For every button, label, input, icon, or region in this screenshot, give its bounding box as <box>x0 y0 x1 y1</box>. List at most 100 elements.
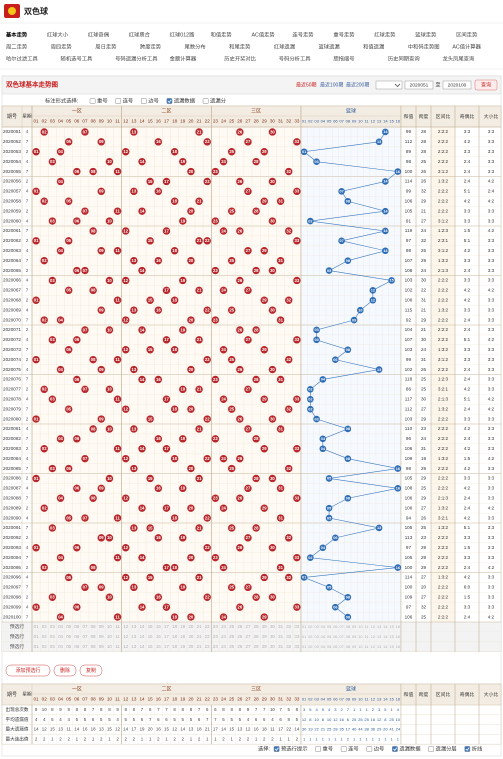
checkbox-label[interactable]: 遗漏分 <box>210 96 227 104</box>
preselect-cell[interactable]: 28 <box>254 644 259 649</box>
preselect-cell[interactable]: 20 <box>188 624 193 629</box>
preselect-cell[interactable]: 05 <box>66 624 71 629</box>
checkbox[interactable] <box>392 746 398 752</box>
preselect-cell[interactable]: 09 <box>99 634 104 639</box>
checkbox-label[interactable]: 重号 <box>323 744 334 752</box>
preselect-cell[interactable]: 01 <box>34 644 39 649</box>
preselect-cell[interactable]: 26 <box>237 644 242 649</box>
preselect-cell[interactable]: 30 <box>270 624 275 629</box>
preselect-cell[interactable]: 07 <box>83 624 88 629</box>
preselect-cell[interactable]: 04 <box>321 625 325 629</box>
preselect-cell[interactable]: 28 <box>254 624 259 629</box>
action-button[interactable] <box>79 664 103 677</box>
preselect-cell[interactable]: 13 <box>131 634 136 639</box>
preselect-cell[interactable]: 13 <box>377 645 381 649</box>
preselect-cell[interactable]: 16 <box>396 645 400 649</box>
nav-link[interactable]: 红球012路 <box>170 30 195 38</box>
nav-link[interactable]: 号码分析工具 <box>279 54 311 62</box>
button-label[interactable]: 删除 <box>60 667 70 674</box>
nav-link[interactable]: 金额计算器 <box>170 54 197 62</box>
checkbox[interactable] <box>140 98 147 104</box>
nav-link[interactable]: 红球遗漏 <box>274 42 295 50</box>
checkbox-label[interactable]: 边号 <box>374 744 385 752</box>
preselect-cell[interactable]: 14 <box>140 634 145 639</box>
checkbox-label[interactable]: 遗漏数据 <box>174 96 196 104</box>
preselect-cell[interactable]: 11 <box>365 635 369 639</box>
preselect-cell[interactable]: 15 <box>389 625 393 629</box>
preselect-cell[interactable]: 03 <box>50 634 55 639</box>
preselect-cell[interactable]: 09 <box>99 644 104 649</box>
preselect-cell[interactable]: 32 <box>286 644 291 649</box>
preselect-cell[interactable]: 01 <box>34 624 39 629</box>
nav-link[interactable]: 基本走势 <box>5 30 28 38</box>
preselect-cell[interactable]: 32 <box>286 624 291 629</box>
nav-link[interactable]: 区间走势 <box>456 30 478 38</box>
input-to[interactable] <box>442 80 472 90</box>
preselect-cell[interactable]: 07 <box>339 625 343 629</box>
preselect-cell[interactable]: 02 <box>42 624 47 629</box>
select[interactable] <box>375 80 403 90</box>
preselect-cell[interactable]: 10 <box>358 645 362 649</box>
checkbox-label[interactable]: 折线 <box>472 744 483 752</box>
preselect-cell[interactable]: 31 <box>278 644 283 649</box>
preselect-cell[interactable]: 12 <box>371 645 375 649</box>
preselect-cell[interactable]: 03 <box>314 625 318 629</box>
button-label[interactable]: 复制 <box>86 667 96 674</box>
nav-link[interactable]: 龙头凤尾查询 <box>442 54 474 62</box>
nav-link[interactable]: 历史同期查询 <box>388 54 420 62</box>
nav-link[interactable]: 尾数分布 <box>185 42 206 50</box>
preselect-cell[interactable]: 03 <box>50 644 55 649</box>
nav-link[interactable]: 随机选号工具 <box>61 54 93 62</box>
preselect-cell[interactable]: 23 <box>213 624 218 629</box>
preselect-cell[interactable]: 08 <box>91 634 96 639</box>
nav-link[interactable]: 跨度走势 <box>140 42 162 50</box>
preselect-cell[interactable]: 02 <box>308 645 312 649</box>
nav-link[interactable]: 红球奇偶 <box>88 30 109 38</box>
preselect-cell[interactable]: 08 <box>346 625 350 629</box>
preselect-cell[interactable]: 07 <box>339 645 343 649</box>
preselect-cell[interactable]: 01 <box>34 634 39 639</box>
preselect-cell[interactable]: 02 <box>42 634 47 639</box>
period-link[interactable]: 最近50期 <box>296 81 317 88</box>
preselect-cell[interactable]: 18 <box>172 634 177 639</box>
preselect-cell[interactable]: 33 <box>294 644 299 649</box>
preselect-cell[interactable]: 22 <box>205 634 210 639</box>
preselect-cell[interactable]: 09 <box>352 625 356 629</box>
preselect-cell[interactable]: 04 <box>321 645 325 649</box>
preselect-cell[interactable]: 30 <box>270 644 275 649</box>
nav-link[interactable]: 历史开奖对比 <box>224 54 256 62</box>
preselect-cell[interactable]: 09 <box>352 635 356 639</box>
period-link[interactable]: 最近200期 <box>346 81 369 88</box>
preselect-cell[interactable]: 19 <box>180 624 185 629</box>
preselect-cell[interactable]: 16 <box>156 624 161 629</box>
nav-link[interactable]: 红球质合 <box>129 30 151 38</box>
preselect-cell[interactable]: 17 <box>164 644 169 649</box>
preselect-cell[interactable]: 27 <box>246 644 251 649</box>
checkbox[interactable] <box>273 746 280 752</box>
checkbox[interactable] <box>315 746 321 752</box>
preselect-cell[interactable]: 24 <box>221 644 226 649</box>
preselect-cell[interactable]: 13 <box>377 625 381 629</box>
preselect-cell[interactable]: 31 <box>278 634 283 639</box>
preselect-cell[interactable]: 20 <box>188 634 193 639</box>
preselect-cell[interactable]: 06 <box>333 635 337 639</box>
checkbox-label[interactable]: 边号 <box>148 96 159 104</box>
preselect-cell[interactable]: 06 <box>74 644 79 649</box>
checkbox[interactable] <box>340 746 347 752</box>
checkbox[interactable] <box>89 98 96 104</box>
preselect-cell[interactable]: 03 <box>314 645 318 649</box>
preselect-cell[interactable]: 06 <box>74 634 79 639</box>
preselect-cell[interactable]: 29 <box>262 634 267 639</box>
preselect-cell[interactable]: 08 <box>346 635 350 639</box>
preselect-cell[interactable]: 09 <box>99 624 104 629</box>
preselect-cell[interactable]: 13 <box>131 624 136 629</box>
button-label[interactable]: 查询 <box>481 81 491 88</box>
preselect-cell[interactable]: 11 <box>115 634 120 639</box>
preselect-cell[interactable]: 07 <box>339 635 343 639</box>
checkbox[interactable] <box>464 746 471 752</box>
preselect-cell[interactable]: 16 <box>396 625 400 629</box>
preselect-cell[interactable]: 01 <box>302 645 306 649</box>
preselect-cell[interactable]: 25 <box>229 634 234 639</box>
checkbox[interactable] <box>166 98 173 104</box>
preselect-cell[interactable]: 04 <box>321 635 325 639</box>
